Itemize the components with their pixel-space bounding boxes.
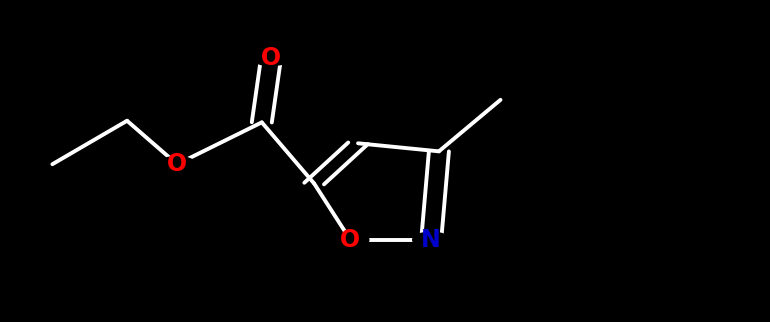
Circle shape: [253, 50, 290, 66]
Circle shape: [159, 156, 196, 172]
Text: O: O: [340, 228, 360, 252]
Circle shape: [332, 232, 369, 248]
Circle shape: [413, 232, 450, 248]
Text: O: O: [261, 46, 281, 70]
Text: O: O: [167, 152, 187, 176]
Text: N: N: [421, 228, 441, 252]
